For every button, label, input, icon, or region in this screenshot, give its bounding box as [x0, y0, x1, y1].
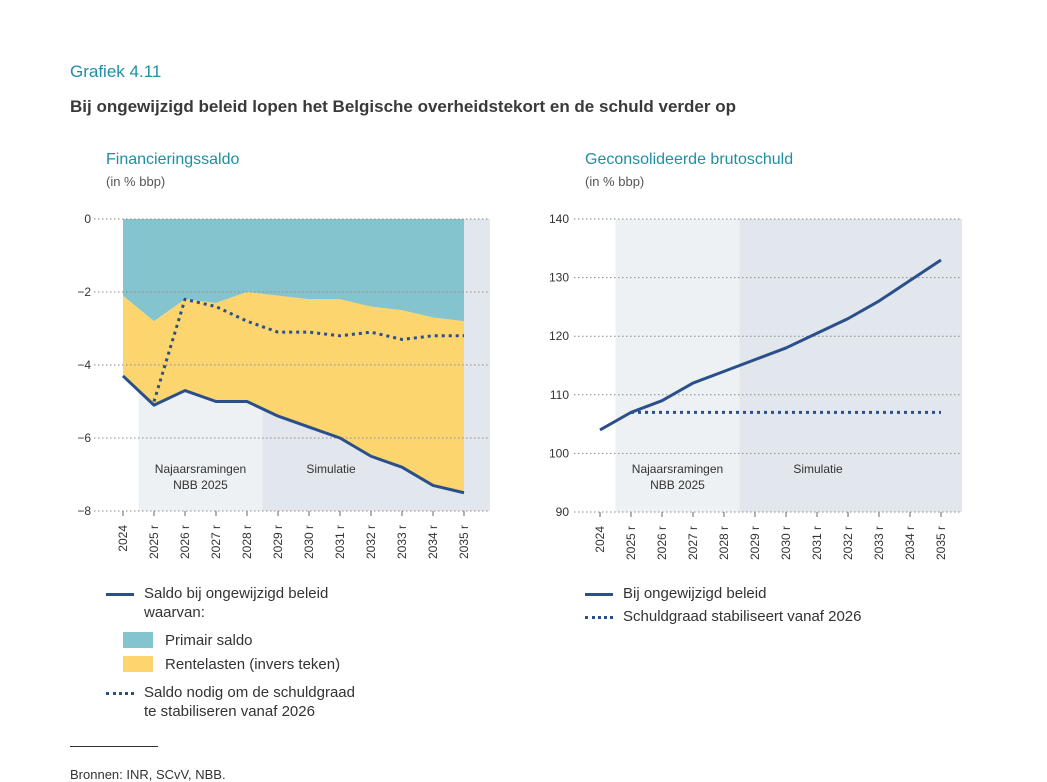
y-tick-label: −6 [77, 431, 91, 445]
legend-label: Primair saldo [165, 632, 253, 649]
region-label: Simulatie [306, 462, 356, 476]
x-tick-label: 2030 r [302, 525, 316, 559]
left-chart-title: Financieringssaldo [106, 151, 240, 168]
x-tick-label: 2031 r [333, 525, 347, 559]
forecast-region [615, 219, 740, 512]
legend-label: Rentelasten (invers teken) [165, 656, 341, 673]
right-chart-title: Geconsolideerde brutoschuld [585, 151, 794, 168]
x-tick-label: 2033 r [872, 526, 886, 560]
legend-line-swatch [585, 593, 613, 596]
x-tick-label: 2027 r [686, 526, 700, 560]
x-tick-label: 2029 r [748, 526, 762, 560]
source-note: Bronnen: INR, SCvV, NBB. [70, 767, 226, 782]
debt-chart: 140 130 120 110 100 90 2024 2025 r 2026 r 2027 r 2… [549, 212, 962, 560]
x-tick-label: 2032 r [841, 526, 855, 560]
x-tick-label: 2025 r [624, 526, 638, 560]
x-tick-label: 2034 r [903, 526, 917, 560]
x-tick-label: 2029 r [271, 525, 285, 559]
x-tick-label: 2028 r [717, 526, 731, 560]
legend-label: Schuldgraad stabiliseert vanaf 2026 [623, 608, 862, 625]
x-tick-label: 2030 r [779, 526, 793, 560]
y-tick-label: 100 [549, 446, 569, 460]
legend-area-swatch [123, 632, 153, 648]
x-tick-label: 2031 r [810, 526, 824, 560]
legend-item-rente: Rentelasten (invers teken) [123, 655, 340, 674]
legend-dotted-swatch [106, 692, 134, 695]
left-chart-unit: (in % bbp) [106, 174, 166, 189]
region-label: Simulatie [793, 462, 843, 476]
y-tick-label: 0 [84, 212, 91, 226]
x-tick-label: 2035 r [934, 526, 948, 560]
region-label: Najaarsramingen NBB 2025 [632, 462, 723, 492]
y-tick-label: 120 [549, 329, 569, 343]
x-tick-label: 2034 r [426, 525, 440, 559]
y-tick-label: 140 [549, 212, 569, 226]
x-tick-label: 2035 r [457, 525, 471, 559]
y-tick-label: 90 [556, 505, 570, 519]
stabilisation-dotted-line [152, 297, 464, 402]
region-label: Najaarsramingen NBB 2025 [155, 462, 246, 492]
baseline-policy-line [121, 374, 465, 495]
legend-item-stabiliseert: Schuldgraad stabiliseert vanaf 2026 [585, 607, 862, 626]
y-tick-label: 130 [549, 271, 569, 285]
x-tick-label: 2024 [116, 525, 130, 552]
x-tick-label: 2025 r [147, 525, 161, 559]
y-tick-label: 110 [550, 388, 569, 402]
legend-item-ongewijzigd: Bij ongewijzigd beleid [585, 584, 766, 603]
y-tick-label: −4 [77, 358, 91, 372]
x-tick-label: 2032 r [364, 525, 378, 559]
x-tick-label: 2033 r [395, 525, 409, 559]
legend-area-swatch [123, 656, 153, 672]
x-tick-label: 2026 r [655, 526, 669, 560]
deficit-chart: 0 −2 −4 −6 −8 2024 2025 r 2026 r 2027 r 2028 r 202… [77, 212, 490, 559]
legend-line-swatch [106, 593, 134, 596]
historic-region [584, 219, 616, 512]
footnote-divider [70, 746, 158, 747]
x-tick-label: 2028 r [240, 525, 254, 559]
x-tick-label: 2027 r [209, 525, 223, 559]
legend-dotted-swatch [585, 616, 613, 619]
x-tick-label: 2026 r [178, 525, 192, 559]
y-tick-label: −2 [77, 285, 91, 299]
figure-title: Bij ongewijzigd beleid lopen het Belgisc… [70, 97, 736, 116]
interest-charges-area [123, 292, 464, 493]
primary-balance-area [123, 219, 464, 322]
figure-label: Grafiek 4.11 [70, 62, 162, 81]
legend-item-primair: Primair saldo [123, 631, 253, 650]
legend-label: Saldo bij ongewijzigd beleid waarvan: [144, 585, 329, 621]
legend-item-stabiliseren: Saldo nodig om de schuldgraad te stabilis… [106, 683, 355, 721]
legend-label: Bij ongewijzigd beleid [623, 585, 767, 602]
simulation-region [739, 219, 962, 512]
right-chart-unit: (in % bbp) [585, 174, 645, 189]
baseline-policy-line [599, 258, 942, 432]
legend-label: Saldo nodig om de schuldgraad te stabilis… [144, 684, 355, 720]
legend-item-saldo: Saldo bij ongewijzigd beleid waarvan: [106, 584, 328, 622]
x-tick-label: 2024 [593, 526, 607, 553]
y-tick-label: −8 [77, 504, 91, 518]
